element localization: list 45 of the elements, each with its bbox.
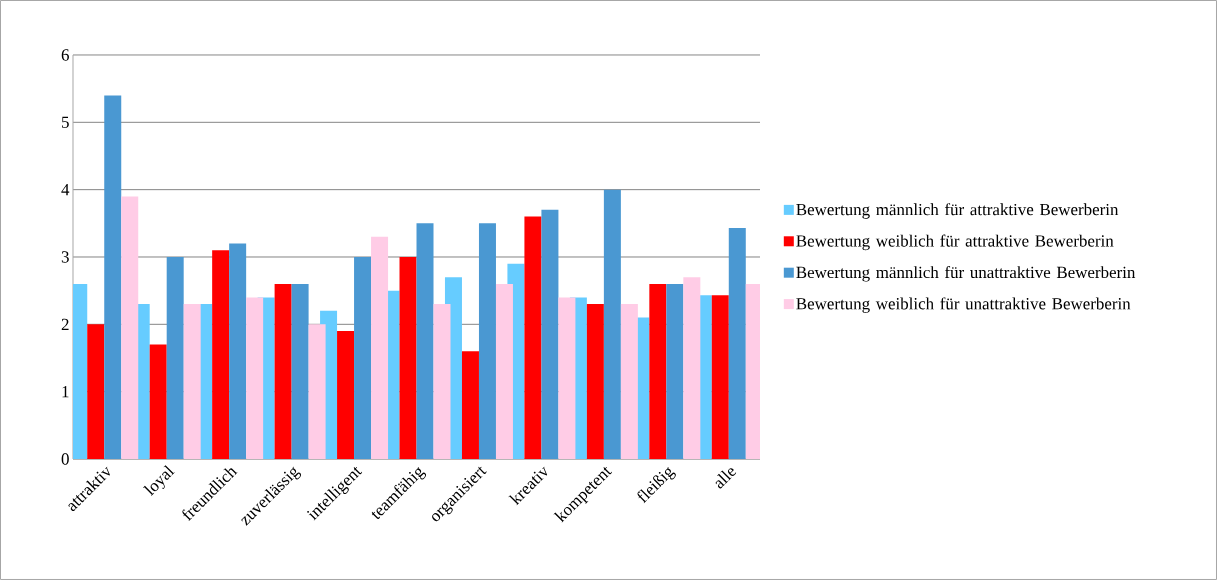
bar xyxy=(274,283,292,459)
bar xyxy=(354,256,372,459)
y-tick-label: 1 xyxy=(62,386,69,398)
x-tick-label: alle xyxy=(715,468,737,489)
bar xyxy=(683,277,701,459)
bar xyxy=(586,304,604,459)
bar xyxy=(399,256,417,459)
legend-label: Bewertung weiblich für unattraktive Bewerberin xyxy=(796,297,1131,313)
legend-label: Bewertung weiblich für attraktive Bewerberin xyxy=(796,234,1114,251)
y-tick-label: 4 xyxy=(61,184,70,196)
bar xyxy=(649,283,667,459)
bar xyxy=(461,351,479,459)
bar xyxy=(121,196,139,459)
bar xyxy=(229,243,247,459)
bar xyxy=(433,304,451,459)
bar xyxy=(666,283,684,459)
bar xyxy=(166,256,184,459)
y-tick-label: 2 xyxy=(61,318,69,330)
y-tick-label: 6 xyxy=(61,49,69,61)
bar xyxy=(711,295,729,459)
bar xyxy=(745,283,761,459)
bar xyxy=(728,228,746,459)
bar xyxy=(495,283,513,459)
bar xyxy=(291,283,309,459)
bar xyxy=(603,189,621,459)
bar xyxy=(87,324,105,459)
bar xyxy=(558,297,576,459)
bar xyxy=(371,236,389,459)
bar xyxy=(541,209,559,459)
bar xyxy=(149,344,167,459)
bar xyxy=(183,304,201,459)
y-tick-label: 0 xyxy=(61,453,69,465)
y-tick-label: 3 xyxy=(61,251,69,263)
y-tick-label: 5 xyxy=(62,116,69,128)
legend-label: Bewertung männlich für attraktive Bewerberin xyxy=(796,203,1119,219)
bar xyxy=(620,304,638,459)
bar xyxy=(337,331,355,459)
bar xyxy=(308,324,326,459)
bar xyxy=(246,297,264,459)
bar xyxy=(478,223,496,459)
bar xyxy=(416,223,434,459)
bar xyxy=(104,95,122,459)
bar xyxy=(212,250,230,459)
bar xyxy=(524,216,542,459)
legend-label: Bewertung männlich für unattraktive Bewerberin xyxy=(796,265,1136,282)
